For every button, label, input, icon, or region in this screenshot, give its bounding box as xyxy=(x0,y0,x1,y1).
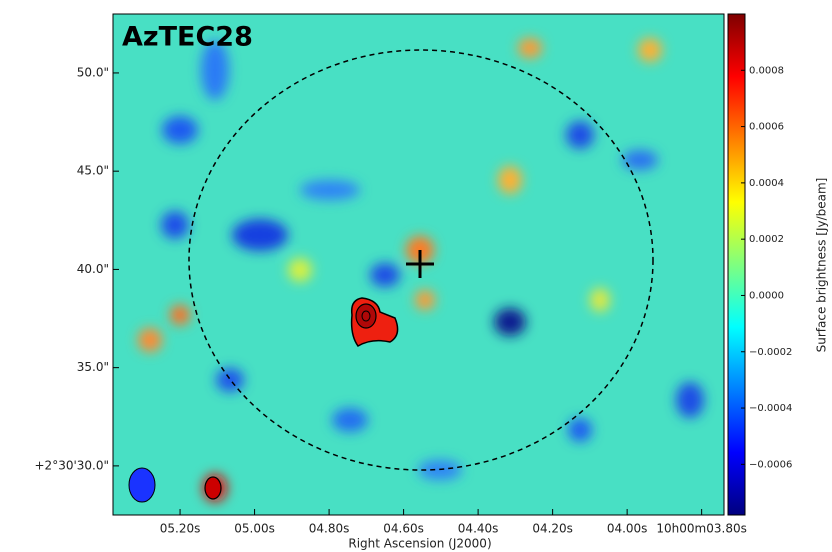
x-tick-label: 05.00s xyxy=(234,522,275,536)
colorbar-tick-label: 0.0006 xyxy=(749,122,784,133)
chart-title: AzTEC28 xyxy=(122,22,253,53)
y-tick-label: +2°30'30.0" xyxy=(35,458,110,472)
x-tick-label: 10h00m03.80s xyxy=(656,522,746,536)
colorbar-tick-label: 0.0004 xyxy=(749,178,784,189)
x-tick-label: 04.40s xyxy=(458,522,499,536)
x-axis-label: Right Ascension (J2000) xyxy=(348,537,491,551)
colorbar xyxy=(728,14,745,515)
colorbar-tick-label: 0.0002 xyxy=(749,234,784,245)
x-tick-label: 04.80s xyxy=(309,522,350,536)
y-tick-label: 45.0" xyxy=(77,164,109,178)
colorbar-label: Surface brightness [Jy/beam] xyxy=(815,178,829,353)
colorbar-tick-label: −0.0004 xyxy=(749,403,792,414)
x-tick-label: 05.20s xyxy=(160,522,201,536)
image xyxy=(113,14,724,515)
colorbar-tick-label: 0.0000 xyxy=(749,290,784,301)
x-tick-label: 04.60s xyxy=(383,522,424,536)
y-tick-label: 50.0" xyxy=(77,65,109,79)
colorbar-tick-label: −0.0006 xyxy=(749,459,792,470)
x-tick-label: 04.00s xyxy=(607,522,648,536)
colorbar-tick-label: −0.0002 xyxy=(749,347,792,358)
y-tick-label: 35.0" xyxy=(77,360,109,374)
chart: AzTEC28 Right Ascension (J2000) Surface … xyxy=(0,0,832,552)
x-tick-label: 04.20s xyxy=(532,522,573,536)
colorbar-tick-label: 0.0008 xyxy=(749,65,784,76)
y-tick-label: 40.0" xyxy=(77,262,109,276)
